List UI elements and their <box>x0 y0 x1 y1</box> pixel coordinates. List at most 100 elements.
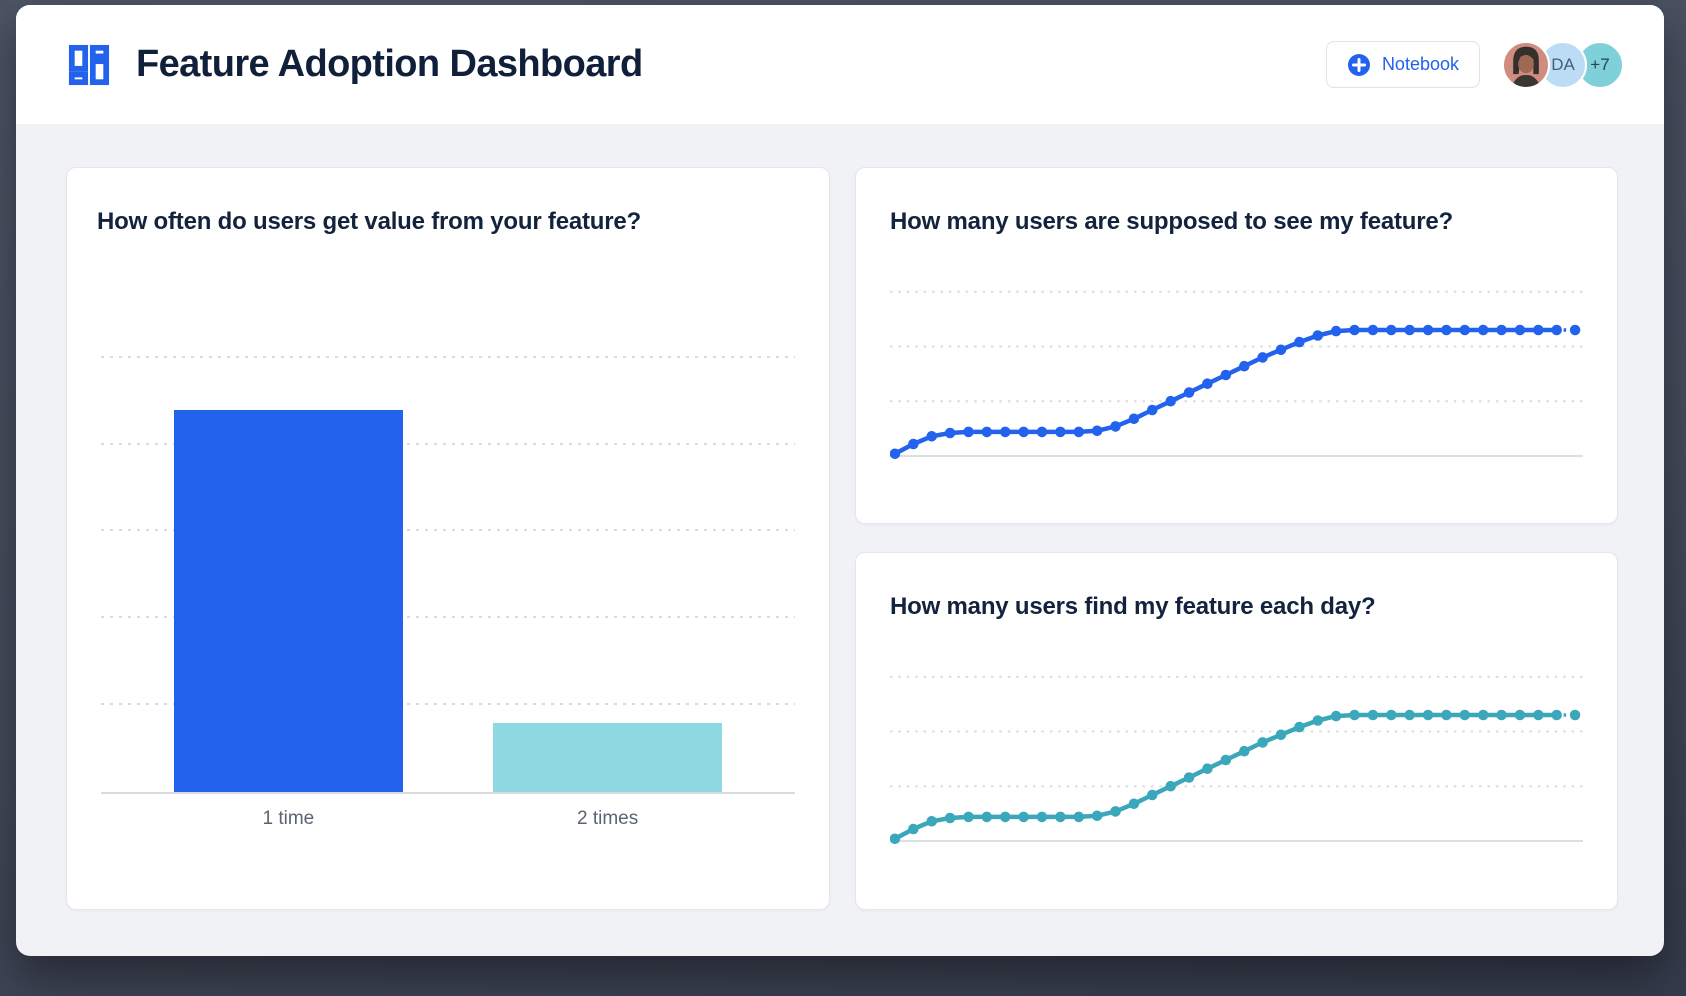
data-point <box>1091 425 1103 437</box>
card-find-each-day: How many users find my feature each day? <box>855 552 1618 910</box>
data-point <box>1404 709 1415 721</box>
data-point <box>1275 729 1287 741</box>
data-point <box>1312 330 1324 341</box>
data-point <box>1073 811 1085 823</box>
gridline <box>101 355 795 358</box>
gridline <box>101 703 795 706</box>
data-point <box>1477 324 1489 336</box>
data-point <box>926 431 937 442</box>
data-point <box>981 426 993 438</box>
bar-0 <box>173 409 403 792</box>
data-point <box>944 427 956 439</box>
data-point <box>1330 325 1342 337</box>
data-point <box>963 426 974 438</box>
notebook-button-label: Notebook <box>1381 54 1459 74</box>
data-point <box>1551 324 1562 336</box>
data-point <box>1257 352 1268 363</box>
data-point <box>963 811 974 823</box>
data-point <box>1202 378 1213 389</box>
data-point <box>1514 709 1526 721</box>
data-point <box>1036 426 1048 438</box>
data-point <box>1330 710 1342 722</box>
data-point <box>944 812 956 824</box>
gridline <box>101 616 795 619</box>
data-point <box>1385 709 1397 721</box>
data-point <box>1147 789 1158 801</box>
data-point <box>1312 715 1324 726</box>
line-chart-plot <box>890 651 1583 863</box>
data-point <box>1459 709 1471 721</box>
line-series <box>892 712 1559 842</box>
data-point <box>1367 709 1379 721</box>
data-point <box>1018 426 1029 438</box>
data-point <box>1183 387 1195 398</box>
data-point <box>1441 324 1452 336</box>
data-point <box>1477 709 1489 721</box>
card-supposed-to-see: How many users are supposed to see my fe… <box>855 167 1618 524</box>
data-point <box>1422 709 1434 721</box>
chart-title: How many users find my feature each day? <box>890 593 1376 620</box>
data-point <box>999 426 1011 438</box>
data-point <box>1349 324 1360 336</box>
data-point <box>981 811 993 823</box>
avatar-stack: DA +7 <box>1502 40 1624 89</box>
data-point <box>1165 780 1176 792</box>
chart-title: How many users are supposed to see my fe… <box>890 208 1453 235</box>
data-point <box>1294 336 1305 348</box>
data-point <box>1404 324 1415 336</box>
data-point <box>1569 709 1581 721</box>
data-point <box>1202 763 1213 774</box>
data-point <box>1459 324 1471 336</box>
dashboard-grid-icon <box>68 44 110 86</box>
gridline <box>101 529 795 532</box>
data-point <box>1165 395 1176 407</box>
data-point <box>1367 324 1379 336</box>
chart-title: How often do users get value from your f… <box>97 208 642 235</box>
data-point <box>1091 810 1103 822</box>
data-point <box>1128 798 1140 810</box>
data-point <box>1055 811 1066 823</box>
data-point <box>890 448 901 460</box>
data-point <box>1385 324 1397 336</box>
data-point <box>908 823 919 835</box>
data-point <box>1238 745 1250 757</box>
data-point <box>1349 709 1360 721</box>
data-point <box>1533 709 1544 721</box>
plus-icon <box>1347 53 1371 77</box>
data-point <box>1220 754 1232 766</box>
data-point <box>926 816 937 827</box>
app-window: Feature Adoption Dashboard Notebook <box>16 5 1664 956</box>
x-axis-label: 2 times <box>576 808 639 829</box>
bar-1 <box>493 722 723 792</box>
data-point <box>1220 369 1232 381</box>
data-point <box>1569 324 1581 336</box>
data-point <box>1294 721 1305 733</box>
data-point <box>1128 413 1140 425</box>
data-point <box>1073 426 1085 438</box>
data-point <box>1441 709 1452 721</box>
data-point <box>999 811 1011 823</box>
card-value-frequency: How often do users get value from your f… <box>66 167 830 910</box>
bar-chart-plot <box>101 336 795 794</box>
data-point <box>1147 404 1158 416</box>
data-point <box>1514 324 1526 336</box>
data-point <box>1422 324 1434 336</box>
data-point <box>1496 709 1507 721</box>
data-point <box>1036 811 1048 823</box>
data-point <box>1257 737 1268 748</box>
x-axis-label: 1 time <box>262 808 315 829</box>
data-point <box>1110 421 1121 432</box>
notebook-button[interactable]: Notebook <box>1325 41 1480 88</box>
data-point <box>1496 324 1507 336</box>
data-point <box>908 438 919 450</box>
data-point <box>1110 806 1121 817</box>
line-series <box>892 327 1559 457</box>
bar-chart-x-axis: 1 time 2 times <box>101 808 795 838</box>
gridline <box>101 442 795 445</box>
header-bar: Feature Adoption Dashboard Notebook <box>16 5 1664 124</box>
data-point <box>1238 360 1250 372</box>
data-point <box>1183 772 1195 783</box>
dashboard-content: How often do users get value from your f… <box>16 124 1664 956</box>
user-photo-avatar[interactable] <box>1502 40 1550 89</box>
page-title: Feature Adoption Dashboard <box>136 43 643 85</box>
